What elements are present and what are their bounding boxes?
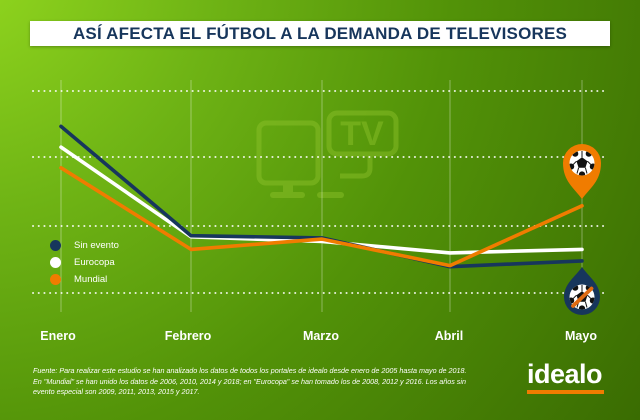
legend-label: Eurocopa: [74, 257, 115, 268]
source-note-line: Fuente: Para realizar este estudio se ha…: [33, 366, 467, 375]
chart-legend: Sin evento Eurocopa Mundial: [50, 237, 119, 288]
page-title: ASÍ AFECTA EL FÚTBOL A LA DEMANDA DE TEL…: [72, 23, 568, 43]
event-markers: [563, 144, 601, 316]
title-banner: ASÍ AFECTA EL FÚTBOL A LA DEMANDA DE TEL…: [30, 21, 610, 46]
legend-label: Mundial: [74, 274, 108, 285]
legend-dot-white: [50, 257, 61, 268]
idealo-logo-text: idealo: [527, 359, 603, 389]
series-line-eurocopa: [59, 145, 584, 255]
x-label-mayo: Mayo: [565, 329, 597, 343]
tv-watermark-text: TV: [340, 115, 384, 153]
x-label-febrero: Febrero: [164, 329, 212, 343]
legend-dot-navy: [50, 240, 61, 251]
idealo-logo-underline: [527, 390, 604, 394]
tv-watermark-icon: TV: [256, 110, 399, 198]
legend-item-mundial: Mundial: [50, 271, 119, 288]
no-event-drop-icon: [564, 267, 600, 316]
x-label-marzo: Marzo: [302, 329, 340, 343]
x-axis-labels: Enero Febrero Marzo Abril Mayo: [0, 329, 640, 345]
world-cup-pin-icon: [563, 144, 601, 199]
x-label-enero: Enero: [40, 329, 76, 343]
horizontal-dotted-gridlines: [32, 90, 608, 294]
series-line-mundial: [59, 166, 584, 268]
prohibition-slash: [571, 286, 594, 308]
legend-dot-orange: [50, 274, 61, 285]
idealo-logo: idealo: [527, 361, 604, 394]
legend-label: Sin evento: [74, 240, 119, 251]
legend-item-sin-evento: Sin evento: [50, 237, 119, 254]
source-note-line: En "Mundial" se han unido los datos de 2…: [33, 376, 466, 386]
source-note-line: evento especial son 2009, 2011, 2013, 20…: [33, 387, 200, 397]
series-lines: [59, 124, 584, 269]
x-label-abril: Abril: [434, 329, 464, 343]
source-note: Fuente: Para realizar este estudio se ha…: [33, 366, 503, 398]
vertical-gridlines: [60, 80, 583, 312]
legend-item-eurocopa: Eurocopa: [50, 254, 119, 271]
